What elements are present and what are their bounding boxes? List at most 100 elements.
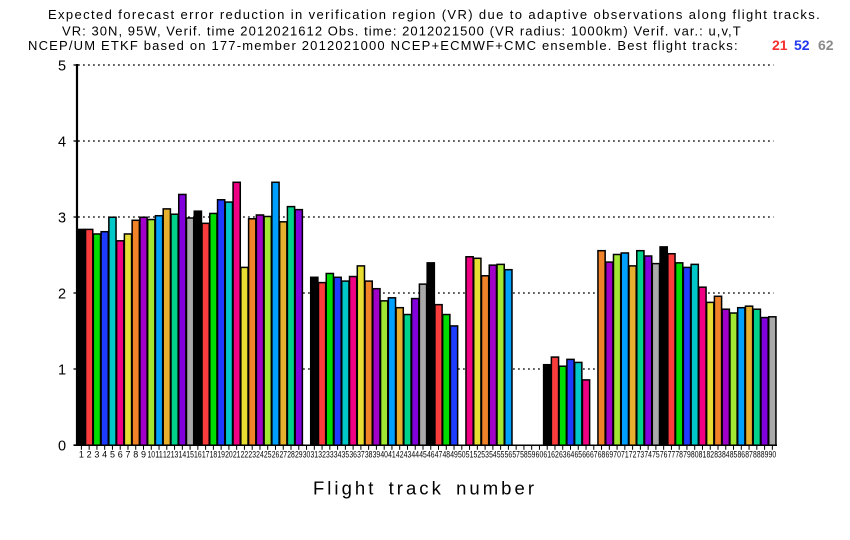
- svg-text:11: 11: [155, 450, 163, 460]
- svg-text:84: 84: [722, 450, 730, 460]
- svg-text:60: 60: [536, 450, 544, 460]
- svg-text:89: 89: [761, 450, 769, 460]
- svg-text:47: 47: [435, 450, 443, 460]
- svg-text:56: 56: [505, 450, 513, 460]
- svg-text:24: 24: [256, 450, 264, 460]
- svg-text:35: 35: [342, 450, 350, 460]
- svg-text:50: 50: [458, 450, 466, 460]
- svg-text:58: 58: [520, 450, 528, 460]
- svg-text:42: 42: [396, 450, 404, 460]
- svg-text:26: 26: [272, 450, 280, 460]
- svg-text:64: 64: [567, 450, 575, 460]
- svg-text:83: 83: [714, 450, 722, 460]
- svg-text:6: 6: [118, 450, 123, 460]
- svg-text:23: 23: [248, 450, 256, 460]
- svg-text:16: 16: [194, 450, 202, 460]
- svg-text:52: 52: [794, 37, 810, 53]
- svg-text:79: 79: [683, 450, 691, 460]
- svg-text:13: 13: [171, 450, 179, 460]
- svg-text:51: 51: [466, 450, 474, 460]
- svg-text:70: 70: [613, 450, 621, 460]
- svg-text:39: 39: [373, 450, 381, 460]
- svg-text:1: 1: [79, 450, 84, 460]
- svg-text:73: 73: [637, 450, 645, 460]
- svg-text:3: 3: [58, 211, 66, 227]
- svg-text:20: 20: [225, 450, 233, 460]
- svg-text:17: 17: [202, 450, 210, 460]
- svg-text:Expected forecast error reduct: Expected forecast error reduction in ver…: [48, 7, 821, 22]
- svg-text:61: 61: [543, 450, 551, 460]
- svg-text:36: 36: [349, 450, 357, 460]
- svg-text:54: 54: [489, 450, 497, 460]
- svg-text:80: 80: [691, 450, 699, 460]
- svg-text:67: 67: [590, 450, 598, 460]
- svg-text:59: 59: [528, 450, 536, 460]
- svg-text:22: 22: [241, 450, 249, 460]
- svg-text:63: 63: [559, 450, 567, 460]
- svg-text:29: 29: [295, 450, 303, 460]
- svg-text:46: 46: [427, 450, 435, 460]
- svg-text:52: 52: [474, 450, 482, 460]
- svg-text:4: 4: [102, 450, 107, 460]
- svg-text:90: 90: [769, 450, 777, 460]
- svg-text:78: 78: [675, 450, 683, 460]
- svg-text:10: 10: [147, 450, 155, 460]
- svg-text:5: 5: [58, 59, 66, 75]
- svg-text:19: 19: [217, 450, 225, 460]
- svg-text:8: 8: [133, 450, 138, 460]
- svg-text:82: 82: [706, 450, 714, 460]
- svg-text:45: 45: [419, 450, 427, 460]
- svg-text:27: 27: [279, 450, 287, 460]
- svg-text:21: 21: [233, 450, 241, 460]
- svg-text:34: 34: [334, 450, 342, 460]
- svg-text:4: 4: [58, 135, 66, 151]
- svg-text:85: 85: [730, 450, 738, 460]
- svg-text:30: 30: [303, 450, 311, 460]
- svg-text:31: 31: [311, 450, 319, 460]
- svg-text:2: 2: [58, 287, 66, 303]
- svg-text:72: 72: [629, 450, 637, 460]
- svg-text:44: 44: [411, 450, 419, 460]
- svg-text:76: 76: [660, 450, 668, 460]
- svg-text:33: 33: [326, 450, 334, 460]
- svg-text:48: 48: [442, 450, 450, 460]
- svg-text:12: 12: [163, 450, 171, 460]
- svg-text:87: 87: [745, 450, 753, 460]
- svg-text:68: 68: [598, 450, 606, 460]
- svg-text:28: 28: [287, 450, 295, 460]
- svg-text:VR: 30N, 95W, Verif. time 2012: VR: 30N, 95W, Verif. time 2012021612 Obs…: [62, 23, 742, 38]
- svg-text:74: 74: [644, 450, 652, 460]
- svg-text:57: 57: [512, 450, 520, 460]
- svg-text:66: 66: [582, 450, 590, 460]
- svg-text:0: 0: [58, 439, 66, 455]
- svg-text:55: 55: [497, 450, 505, 460]
- svg-text:2: 2: [87, 450, 92, 460]
- svg-text:5: 5: [110, 450, 115, 460]
- svg-text:7: 7: [125, 450, 130, 460]
- svg-text:18: 18: [210, 450, 218, 460]
- svg-text:77: 77: [668, 450, 676, 460]
- svg-text:9: 9: [141, 450, 146, 460]
- svg-text:62: 62: [551, 450, 559, 460]
- svg-text:1: 1: [58, 363, 66, 379]
- svg-text:65: 65: [574, 450, 582, 460]
- svg-text:62: 62: [818, 37, 834, 53]
- svg-text:40: 40: [380, 450, 388, 460]
- svg-text:86: 86: [738, 450, 746, 460]
- svg-text:15: 15: [186, 450, 194, 460]
- svg-text:69: 69: [606, 450, 614, 460]
- svg-text:Flight track number: Flight track number: [313, 478, 537, 499]
- svg-text:21: 21: [772, 37, 788, 53]
- svg-text:81: 81: [699, 450, 707, 460]
- svg-text:49: 49: [450, 450, 458, 460]
- svg-text:3: 3: [94, 450, 99, 460]
- svg-text:53: 53: [481, 450, 489, 460]
- svg-text:43: 43: [404, 450, 412, 460]
- svg-text:88: 88: [753, 450, 761, 460]
- svg-text:25: 25: [264, 450, 272, 460]
- svg-text:14: 14: [179, 450, 187, 460]
- svg-text:41: 41: [388, 450, 396, 460]
- svg-text:NCEP/UM ETKF based on 177-memb: NCEP/UM ETKF based on 177-member 2012021…: [28, 38, 739, 53]
- svg-text:71: 71: [621, 450, 629, 460]
- svg-text:75: 75: [652, 450, 660, 460]
